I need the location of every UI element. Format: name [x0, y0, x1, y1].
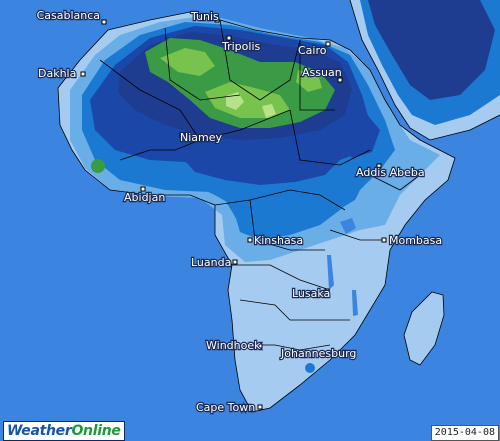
city-dakhla: Dakhla [37, 66, 86, 81]
city-marker [324, 288, 330, 294]
city-label: Mombasa [389, 234, 442, 247]
city-luanda: Luanda [190, 255, 238, 270]
precip-spot-west-africa [91, 159, 105, 173]
city-label: Assuan [302, 66, 342, 79]
city-label: Cairo [298, 44, 327, 57]
city-tunis: Tunis [189, 9, 220, 24]
city-niamey: Niamey [179, 130, 224, 145]
lake-tanganyika [327, 255, 334, 290]
city-label: Lusaka [292, 287, 330, 300]
city-label: Tunis [190, 10, 219, 23]
city-label: Johannesburg [280, 347, 356, 360]
city-tripolis: Tripolis [220, 35, 262, 54]
precip-congo-3 [258, 188, 320, 228]
weatheronline-logo: WeatherOnline [3, 421, 125, 441]
city-marker [247, 237, 253, 243]
city-marker [257, 404, 263, 410]
precip-spot-south-1 [305, 363, 315, 373]
city-label: Abidjan [124, 191, 165, 204]
city-marker [101, 19, 107, 25]
city-label: Addis Abeba [356, 166, 425, 179]
city-kinshasa: Kinshasa [247, 233, 304, 248]
city-johannesburg: Johannesburg [279, 346, 358, 361]
city-marker [214, 17, 220, 23]
city-marker [232, 259, 238, 265]
precip-ethiopia-4 [338, 112, 380, 158]
city-lusaka: Lusaka [291, 286, 332, 301]
city-windhoek: Windhoek [205, 338, 263, 353]
city-assuan: Assuan [301, 65, 343, 83]
forecast-date: 2015-04-08 [430, 425, 499, 441]
arabia-band-5 [368, 0, 495, 100]
city-label: Cape Town [196, 401, 255, 414]
city-label: Kinshasa [254, 234, 303, 247]
city-marker [309, 352, 315, 358]
city-mombasa: Mombasa [381, 233, 443, 248]
precip-band-8 [226, 92, 276, 118]
city-abidjan: Abidjan [123, 186, 167, 205]
city-label: Dakhla [38, 67, 76, 80]
precip-band-7 [160, 48, 322, 118]
city-label: Windhoek [206, 339, 261, 352]
city-cairo: Cairo [297, 41, 331, 58]
city-marker [325, 41, 331, 47]
city-marker [337, 77, 343, 83]
city-label: Luanda [191, 256, 231, 269]
city-casablanca: Casablanca [35, 8, 107, 25]
lake-malawi [352, 290, 358, 316]
city-marker [381, 237, 387, 243]
city-marker [80, 71, 86, 77]
city-marker [226, 35, 232, 41]
logo-part-2: Online [71, 423, 121, 439]
logo-part-1: Weather [7, 423, 72, 439]
city-label: Niamey [180, 131, 223, 144]
city-addis-abeba: Addis Abeba [355, 163, 426, 180]
city-cape-town: Cape Town [195, 400, 263, 415]
lake-victoria [340, 218, 356, 234]
city-marker [179, 132, 185, 138]
city-label: Tripolis [221, 40, 261, 53]
city-marker [257, 343, 263, 349]
city-marker [376, 163, 382, 169]
city-marker [140, 186, 146, 192]
city-label: Casablanca [37, 9, 100, 22]
